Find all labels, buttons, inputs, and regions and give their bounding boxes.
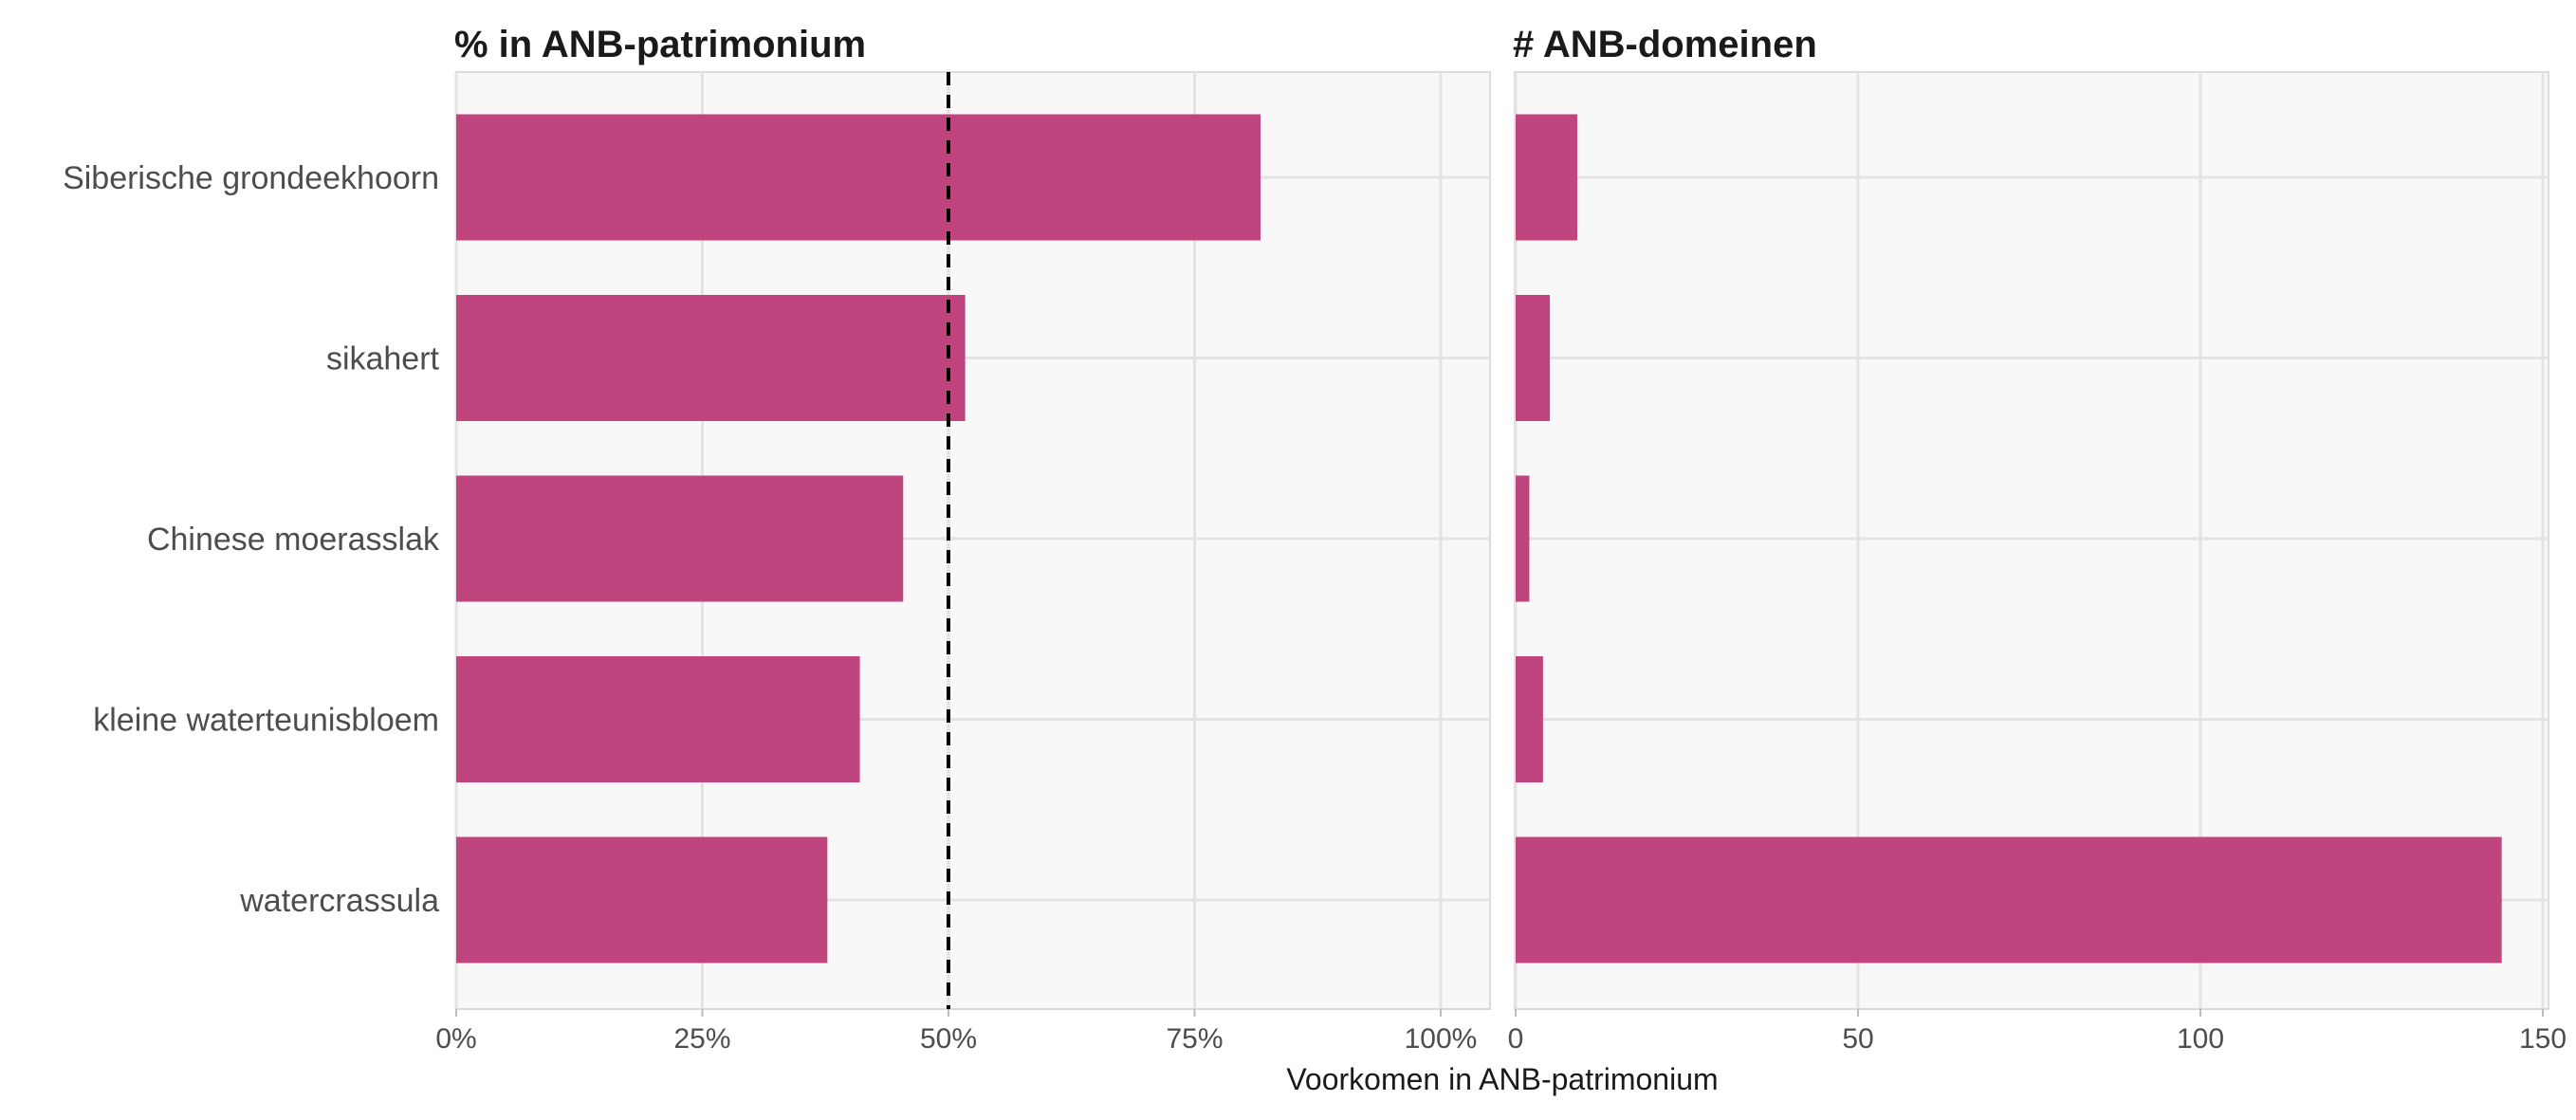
- bar: [456, 836, 828, 964]
- x-tick-label: 100: [2177, 1023, 2224, 1055]
- x-tick-labels: 0 50 100 150: [1508, 1009, 2567, 1055]
- category-label: kleine waterteunisbloem: [93, 703, 439, 739]
- bar: [1516, 656, 1543, 782]
- bars: [1515, 114, 2548, 1010]
- x-tick-label: 75%: [1166, 1023, 1223, 1055]
- panel-title-domain-count: # ANB-domeinen: [1513, 24, 1817, 65]
- panel-title-percentage: % in ANB-patrimonium: [454, 24, 866, 65]
- category-label: sikahert: [326, 341, 440, 377]
- panel-domain-count: # ANB-domeinen 0 50 100 150: [1508, 24, 2567, 1055]
- category-label: Chinese moerasslak: [147, 522, 440, 558]
- x-axis-title: Voorkomen in ANB-patrimonium: [1286, 1062, 1718, 1096]
- x-tick-label: 0: [1508, 1023, 1524, 1055]
- bar: [456, 656, 860, 782]
- bar: [1516, 836, 2502, 964]
- category-label: Siberische grondeekhoorn: [63, 160, 439, 196]
- category-label: watercrassula: [239, 883, 439, 919]
- x-tick-label: 25%: [673, 1023, 730, 1055]
- bar: [456, 295, 966, 421]
- bars: [456, 114, 1490, 1010]
- x-tick-labels: 0% 25% 50% 75% 100%: [435, 1009, 1477, 1055]
- bar: [1516, 475, 1530, 602]
- x-tick-label: 50%: [920, 1023, 977, 1055]
- x-tick-label: 100%: [1405, 1023, 1478, 1055]
- bar: [456, 114, 1261, 241]
- x-tick-label: 150: [2519, 1023, 2567, 1055]
- category-labels: Siberische grondeekhoorn sikahert Chinese …: [63, 160, 440, 919]
- bar: [1516, 114, 1577, 241]
- x-tick-label: 0%: [435, 1023, 476, 1055]
- x-tick-label: 50: [1842, 1023, 1873, 1055]
- panel-percentage: % in ANB-patrimonium 0% 25% 50% 75% 100%: [435, 24, 1491, 1055]
- bar: [1516, 295, 1551, 421]
- bar: [456, 475, 904, 602]
